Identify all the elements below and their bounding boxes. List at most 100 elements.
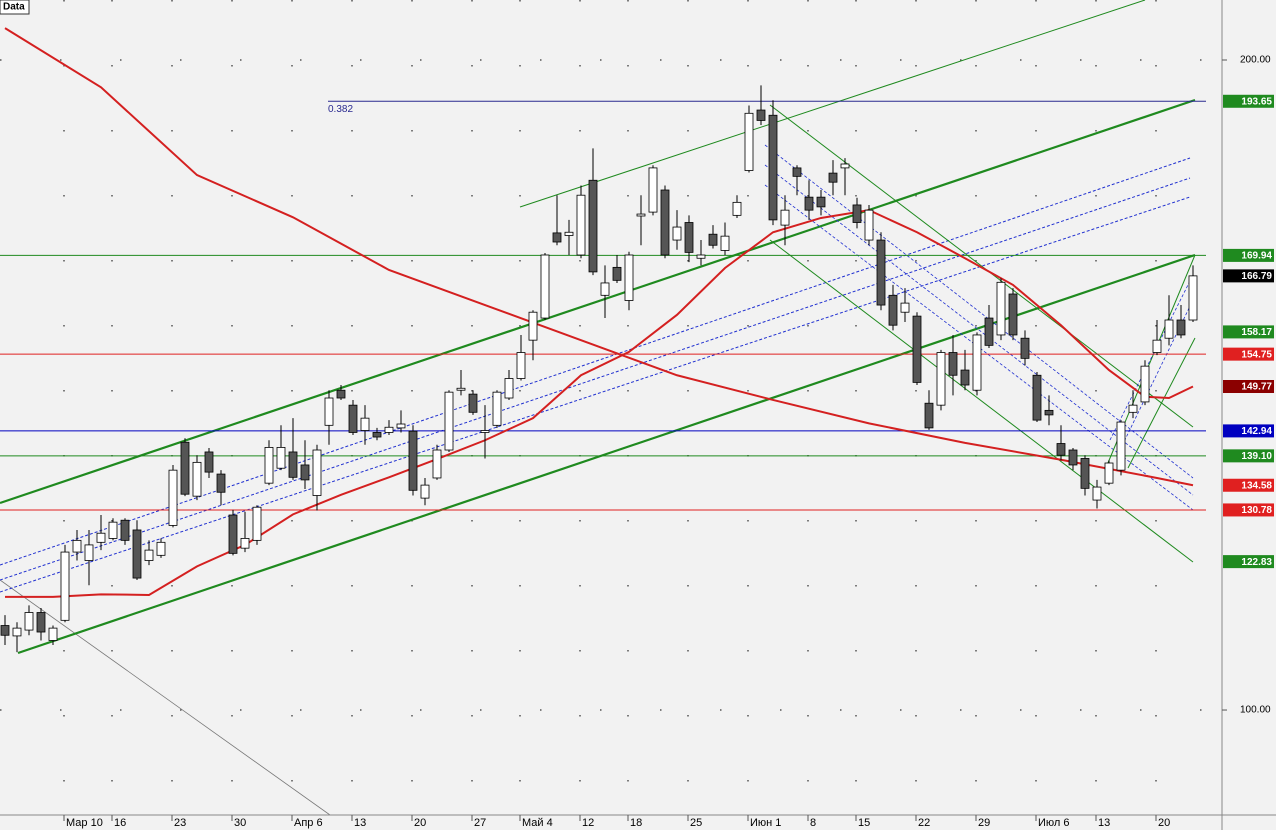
- x-tick-label: 30: [234, 817, 246, 829]
- level-box: [1223, 325, 1274, 339]
- candle-body: [1092, 486, 1102, 501]
- trend-line: [1127, 337, 1196, 469]
- x-tick-label: Май 4: [522, 817, 553, 829]
- x-tick-label: 20: [1158, 817, 1170, 829]
- candle-body: [900, 302, 910, 313]
- candle-body: [852, 204, 862, 223]
- candle-body: [876, 239, 886, 306]
- candle-body: [996, 281, 1006, 336]
- level-box: [1223, 248, 1274, 262]
- level-label: 142.94: [1241, 426, 1272, 437]
- candle-body: [708, 233, 718, 246]
- chart-title: Data: [3, 2, 25, 13]
- candle-body: [636, 213, 646, 217]
- candle-body: [204, 451, 214, 473]
- candle-body: [684, 222, 694, 253]
- x-tick-label: 18: [630, 817, 642, 829]
- candle-body: [864, 209, 874, 241]
- channel-line: [1119, 299, 1194, 451]
- candle-body: [780, 209, 790, 226]
- x-tick-label: 25: [690, 817, 702, 829]
- x-tick-label: 27: [474, 817, 486, 829]
- candle-body: [528, 311, 538, 341]
- trend-line: [769, 104, 1194, 428]
- x-tick-label: 23: [174, 817, 186, 829]
- candle-body: [372, 432, 382, 438]
- candle-body: [468, 393, 478, 413]
- candle-body: [1104, 462, 1114, 484]
- candle-body: [48, 627, 58, 641]
- candle-body: [384, 426, 394, 433]
- level-box: [1223, 269, 1274, 283]
- candle-body: [324, 397, 334, 426]
- candle-body: [312, 449, 322, 496]
- candle-body: [1128, 404, 1138, 413]
- candle-body: [720, 235, 730, 251]
- candle-body: [972, 334, 982, 391]
- x-tick-label: 29: [978, 817, 990, 829]
- candle-body: [192, 461, 202, 497]
- trend-line: [0, 579, 331, 815]
- trend-line: [519, 0, 1146, 208]
- trend-line: [769, 239, 1194, 563]
- candle-body: [504, 378, 514, 399]
- trend-line: [0, 98, 1196, 505]
- candle-body: [0, 625, 10, 636]
- channel-line: [1109, 274, 1194, 441]
- candle-body: [396, 423, 406, 429]
- level-box: [1223, 478, 1274, 492]
- candle-body: [96, 532, 106, 543]
- candle-body: [444, 391, 454, 451]
- candle-body: [576, 194, 586, 256]
- candle-body: [792, 167, 802, 177]
- x-tick-label: Апр 6: [294, 817, 323, 829]
- candle-body: [108, 521, 118, 539]
- x-tick-label: 13: [354, 817, 366, 829]
- candle-body: [1176, 319, 1186, 336]
- candle-body: [360, 417, 370, 431]
- candle-body: [828, 172, 838, 183]
- level-label: 122.83: [1241, 557, 1272, 568]
- candle-body: [228, 514, 238, 554]
- level-label: 169.94: [1241, 251, 1272, 262]
- moving-average: [4, 27, 1194, 487]
- candle-body: [492, 391, 502, 426]
- candle-body: [12, 627, 22, 637]
- candle-body: [564, 231, 574, 236]
- candle-body: [168, 469, 178, 526]
- candle-body: [36, 612, 46, 633]
- level-note: 0.382: [328, 104, 353, 115]
- candle-body: [768, 114, 778, 221]
- level-label: 134.58: [1241, 480, 1272, 491]
- x-tick-label: Июн 1: [750, 817, 781, 829]
- candle-body: [276, 447, 286, 469]
- candle-body: [888, 294, 898, 326]
- candle-body: [1032, 374, 1042, 421]
- x-tick-label: Июл 6: [1038, 817, 1070, 829]
- title-box: [0, 0, 30, 15]
- level-label: 130.78: [1241, 505, 1272, 516]
- level-box: [1223, 555, 1274, 569]
- x-tick-label: Мар 10: [66, 817, 103, 829]
- x-tick-label: 16: [114, 817, 126, 829]
- level-box: [1223, 347, 1274, 361]
- candle-body: [264, 447, 274, 484]
- level-label: 139.10: [1241, 451, 1272, 462]
- y-tick-label: 100.00: [1240, 705, 1271, 716]
- indicators: [4, 27, 1194, 598]
- candle-body: [180, 441, 190, 495]
- candle-body: [348, 404, 358, 433]
- candle-body: [408, 430, 418, 491]
- level-box: [1223, 503, 1274, 517]
- candle-body: [540, 254, 550, 319]
- candles: [0, 85, 1198, 653]
- candle-body: [24, 612, 34, 631]
- candle-body: [660, 189, 670, 256]
- candle-body: [144, 549, 154, 561]
- level-label: 158.17: [1241, 327, 1272, 338]
- candle-body: [432, 449, 442, 479]
- level-box: [1223, 424, 1274, 438]
- candle-body: [612, 266, 622, 281]
- level-box: [1223, 449, 1274, 463]
